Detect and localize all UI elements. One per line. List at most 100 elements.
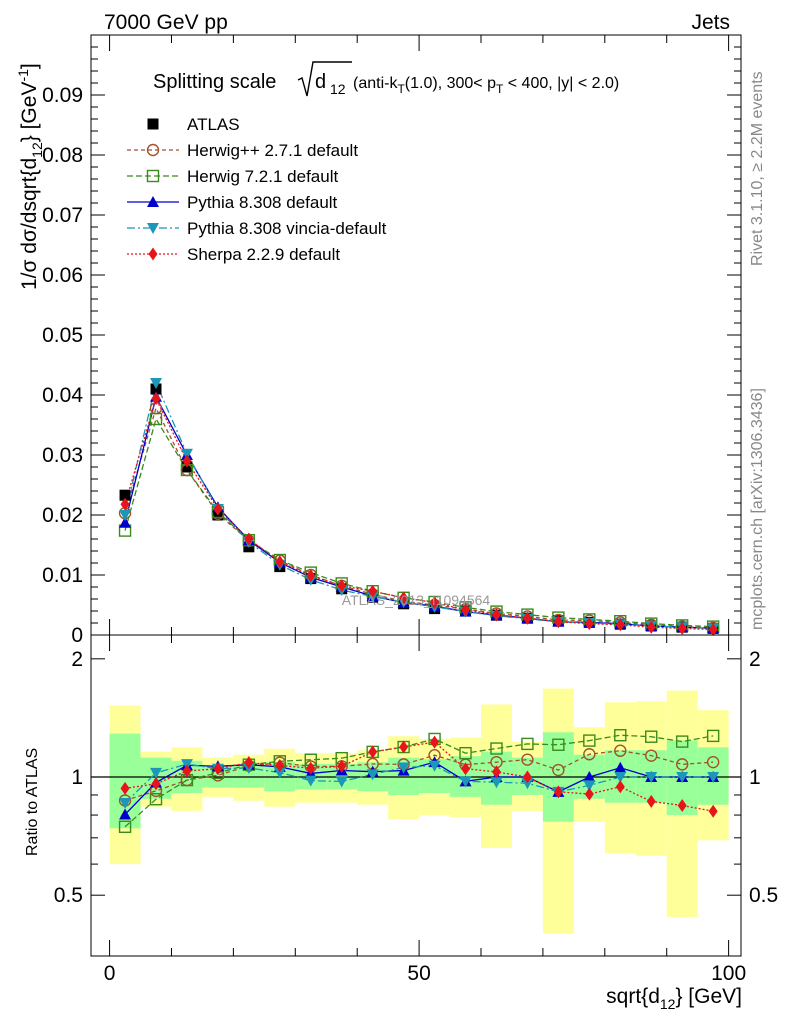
ratio-point-herwig-2-7-1-default — [645, 749, 658, 762]
data-point-sherpa-2-2-9-default — [368, 584, 378, 598]
data-point-herwig-7-2-1-default — [149, 412, 163, 426]
ratio-point-sherpa-2-2-9-default — [213, 762, 223, 776]
ratio-point-herwig-7-2-1-default — [583, 734, 596, 747]
ratio-point-sherpa-2-2-9-default — [615, 780, 625, 794]
data-point-sherpa-2-2-9-default — [646, 620, 656, 634]
ratio-point-sherpa-2-2-9-default — [491, 765, 501, 779]
y-tick-label: 0 — [71, 624, 83, 647]
data-point-sherpa-2-2-9-default — [399, 591, 409, 605]
ratio-point-pythia-8-308-vincia-default — [304, 775, 317, 787]
mcplots-label: mcplots.cern.ch [arXiv:1306.3436] — [749, 388, 766, 630]
ratio-point-herwig-7-2-1-default — [645, 730, 658, 743]
title-sqrt-arg: d — [315, 71, 326, 93]
data-point-sherpa-2-2-9-default — [213, 502, 223, 516]
legend-label: ATLAS — [187, 115, 240, 134]
ratio-point-pythia-8-308-vincia-default — [583, 780, 596, 792]
ratio-point-sherpa-2-2-9-default — [275, 758, 285, 772]
y-tick-label: 0.04 — [42, 384, 83, 407]
ratio-point-herwig-7-2-1-default — [118, 820, 132, 833]
ratio-point-pythia-8-308-vincia-default — [273, 767, 286, 779]
ratio-point-pythia-8-308-vincia-default — [521, 778, 534, 790]
data-point-sherpa-2-2-9-default — [151, 392, 161, 406]
ratio-point-herwig-2-7-1-default — [583, 748, 596, 761]
ratio-point-pythia-8-308-vincia-default — [335, 776, 348, 788]
data-point-sherpa-2-2-9-default — [182, 454, 192, 468]
legend-label: Herwig 7.2.1 default — [187, 167, 338, 186]
ratio-point-sherpa-2-2-9-default — [182, 764, 192, 778]
ratio-point-sherpa-2-2-9-default — [708, 804, 718, 818]
y-tick-label: 0.05 — [42, 324, 83, 347]
legend-marker — [146, 169, 160, 183]
title-rest-3: < 400, |y| < 2.0) — [503, 75, 619, 92]
ratio-point-sherpa-2-2-9-default — [151, 777, 161, 791]
analysis-watermark: ATLAS_2013_I1094564 — [342, 592, 491, 608]
data-point-sherpa-2-2-9-default — [244, 532, 254, 546]
chart-title: Splitting scale d 12 (anti-kT(1.0), 300<… — [153, 61, 619, 97]
legend-marker — [147, 118, 159, 130]
header-right-label: Jets — [691, 11, 730, 34]
legend-marker — [148, 247, 158, 261]
data-point-pythia-8-308-vincia-default — [150, 378, 162, 389]
y-tick-label: 0.02 — [42, 504, 83, 527]
legend-label: Pythia 8.308 default — [187, 193, 338, 212]
legend-label: Herwig++ 2.7.1 default — [187, 141, 358, 160]
ratio-point-pythia-8-308-vincia-default — [366, 769, 379, 781]
legend-marker — [147, 196, 159, 207]
ratio-point-herwig-2-7-1-default — [675, 758, 689, 771]
ratio-point-sherpa-2-2-9-default — [430, 735, 440, 749]
ratio-point-herwig-2-7-1-default — [706, 755, 720, 769]
title-sub-t1: T — [397, 82, 405, 96]
ratio-point-herwig-7-2-1-default — [552, 738, 565, 751]
data-point-pythia-8-308-vincia-default — [119, 510, 132, 521]
data-point-sherpa-2-2-9-default — [461, 603, 471, 617]
y-tick-label: 0.06 — [42, 264, 83, 287]
ratio-line-pythia-8-308-vincia-default — [124, 763, 714, 804]
data-point-pythia-8-308-default — [119, 516, 132, 528]
data-point-sherpa-2-2-9-default — [522, 611, 532, 625]
data-point-sherpa-2-2-9-default — [120, 497, 130, 511]
ratio-point-sherpa-2-2-9-default — [522, 770, 532, 784]
y-axis-label: 1/σ dσ/dsqrt{d12} [GeV-1] — [15, 63, 45, 290]
ratio-point-sherpa-2-2-9-default — [368, 745, 378, 759]
y-tick-label: 0.03 — [42, 444, 83, 467]
ratio-plot-frame — [90, 634, 742, 957]
data-point-atlas — [119, 489, 131, 501]
ratio-point-pythia-8-308-default — [583, 771, 596, 783]
ratio-point-herwig-7-2-1-default — [149, 792, 163, 806]
ratio-point-herwig-7-2-1-default — [521, 737, 534, 751]
x-tick-label: 100 — [711, 962, 746, 985]
ratio-point-sherpa-2-2-9-default — [306, 761, 316, 775]
y-tick-label: 0.08 — [42, 144, 83, 167]
ratio-y-tick-label: 1 — [71, 766, 83, 789]
legend-label: Sherpa 2.2.9 default — [187, 245, 340, 264]
data-point-sherpa-2-2-9-default — [491, 608, 501, 622]
title-sqrt-sub: 12 — [330, 81, 346, 97]
ratio-point-herwig-7-2-1-default — [675, 735, 689, 748]
legend: ATLAS Herwig++ 2.7.1 default Herwig 7.2.1 … — [127, 115, 387, 264]
ratio-y-tick-label: 0.5 — [54, 884, 83, 907]
ratio-point-herwig-7-2-1-default — [614, 729, 627, 742]
ratio-point-pythia-8-308-default — [119, 808, 132, 820]
rivet-version-label: Rivet 3.1.10, ≥ 2.2M events — [749, 71, 766, 266]
svg-text:12: 12 — [330, 81, 346, 97]
ratio-point-sherpa-2-2-9-default — [337, 759, 347, 773]
data-point-sherpa-2-2-9-default — [677, 621, 687, 635]
data-point-sherpa-2-2-9-default — [708, 623, 718, 637]
svg-text:d: d — [315, 71, 326, 93]
y-tick-label: 0.09 — [42, 84, 83, 107]
title-rest-2: (1.0), 300< p — [405, 75, 496, 92]
ratio-point-pythia-8-308-vincia-default — [397, 762, 410, 774]
ratio-point-herwig-7-2-1-default — [459, 746, 472, 760]
y-tick-label: 0.07 — [42, 204, 83, 227]
data-point-sherpa-2-2-9-default — [553, 615, 563, 629]
ratio-point-sherpa-2-2-9-default — [553, 785, 563, 799]
ratio-point-sherpa-2-2-9-default — [120, 781, 130, 795]
data-point-sherpa-2-2-9-default — [306, 569, 316, 583]
main-plot: 0 0.01 0.02 0.03 0.04 0.05 0.06 0.07 0.08 0.09 — [42, 34, 742, 647]
ratio-point-pythia-8-308-default — [614, 761, 627, 773]
ratio-point-sherpa-2-2-9-default — [461, 762, 471, 776]
ratio-point-sherpa-2-2-9-default — [399, 740, 409, 754]
ratio-point-pythia-8-308-vincia-default — [490, 777, 503, 789]
ratio-y-axis-label: Ratio to ATLAS — [24, 748, 41, 856]
